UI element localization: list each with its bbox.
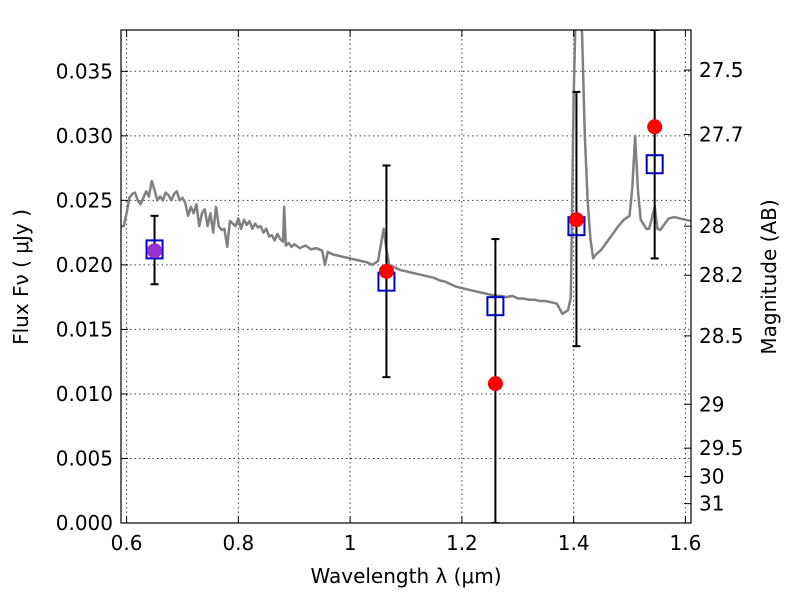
right-tick-label: 28.5 [699, 324, 744, 348]
y-tick-label: 0.000 [56, 511, 113, 535]
x-tick-label: 0.8 [222, 531, 254, 555]
y-tick-label: 0.010 [56, 382, 113, 406]
x-tick-label: 1.4 [558, 531, 590, 555]
observed-point-marker [568, 212, 584, 228]
plot-background [121, 30, 691, 523]
y-tick-label: 0.020 [56, 253, 113, 277]
y-axis-ticks: 0.000 0.005 0.010 0.015 0.020 0.025 0.030 0.035 [56, 59, 128, 535]
model-square-marker [145, 239, 164, 260]
right-tick-label: 27.7 [699, 123, 744, 147]
spectrum-line [121, 30, 691, 316]
plot-frame [120, 29, 692, 524]
x-tick-label: 1.2 [446, 531, 478, 555]
x-axis-ticks: 0.6 0.8 1 1.2 1.4 1.6 [111, 30, 702, 555]
observed-point-marker [647, 119, 663, 135]
right-tick-label: 28 [699, 214, 724, 238]
observed-point-marker [487, 376, 503, 392]
y-tick-label: 0.005 [56, 446, 113, 470]
plot-area [121, 30, 691, 523]
right-tick-label: 28.2 [699, 263, 744, 287]
y-tick-label: 0.025 [56, 188, 113, 212]
x-axis-label: Wavelength λ (μm) [310, 564, 501, 588]
y-tick-label: 0.015 [56, 317, 113, 341]
right-axis-ticks: 27.5 27.7 28 28.2 28.5 29 29.5 30 31 [684, 58, 744, 516]
right-tick-label: 31 [699, 492, 724, 516]
model-square-marker [645, 154, 664, 175]
model-square-marker [486, 296, 505, 317]
right-tick-label: 29 [699, 392, 724, 416]
x-tick-label: 0.6 [111, 531, 143, 555]
y-tick-label: 0.035 [56, 59, 113, 83]
right-tick-label: 27.5 [699, 58, 744, 82]
right-tick-label: 30 [699, 465, 724, 489]
y-tick-label: 0.030 [56, 124, 113, 148]
right-axis-label: Magnitude (AB) [757, 199, 781, 354]
observed-point-marker [378, 263, 394, 279]
observed-point-marker [147, 243, 163, 259]
x-tick-label: 1.6 [670, 531, 702, 555]
y-axis-label: Flux Fν ( μJy ) [9, 209, 33, 345]
right-tick-label: 29.5 [699, 436, 744, 460]
x-tick-label: 1 [344, 531, 357, 555]
